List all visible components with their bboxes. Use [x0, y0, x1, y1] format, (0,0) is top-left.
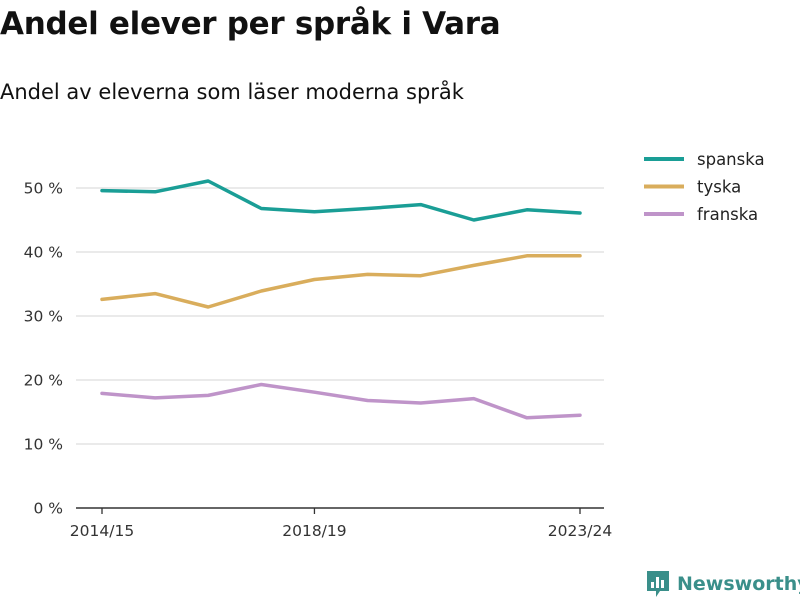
- legend-label-franska: franska: [697, 205, 758, 224]
- x-tick-label: 2014/15: [70, 522, 134, 540]
- series-line-spanska: [100, 179, 582, 222]
- chart-title: Andel elever per språk i Vara: [0, 6, 501, 42]
- brand-name: Newsworthy: [677, 573, 800, 595]
- brand-logo: Newsworthy: [645, 569, 800, 599]
- y-tick-label: 50 %: [24, 180, 63, 198]
- newsworthy-logo-icon: [647, 571, 669, 597]
- legend-label-tyska: tyska: [697, 178, 741, 197]
- y-tick-label: 0 %: [33, 500, 63, 518]
- series-line-tyska: [100, 254, 582, 309]
- y-tick-label: 10 %: [24, 436, 63, 454]
- y-tick-label: 40 %: [24, 244, 63, 262]
- chart-subtitle: Andel av eleverna som läser moderna språ…: [0, 80, 464, 104]
- line-chart: 0 % 10 % 20 % 30 % 40 % 50 % 2014/15 2018/19 202…: [24, 150, 765, 540]
- y-tick-label: 20 %: [24, 372, 63, 390]
- y-tick-label: 30 %: [24, 308, 63, 326]
- x-tick-label: 2018/19: [282, 522, 346, 540]
- series-line-franska: [100, 382, 582, 420]
- x-tick-label: 2023/24: [548, 522, 612, 540]
- legend-label-spanska: spanska: [697, 150, 765, 169]
